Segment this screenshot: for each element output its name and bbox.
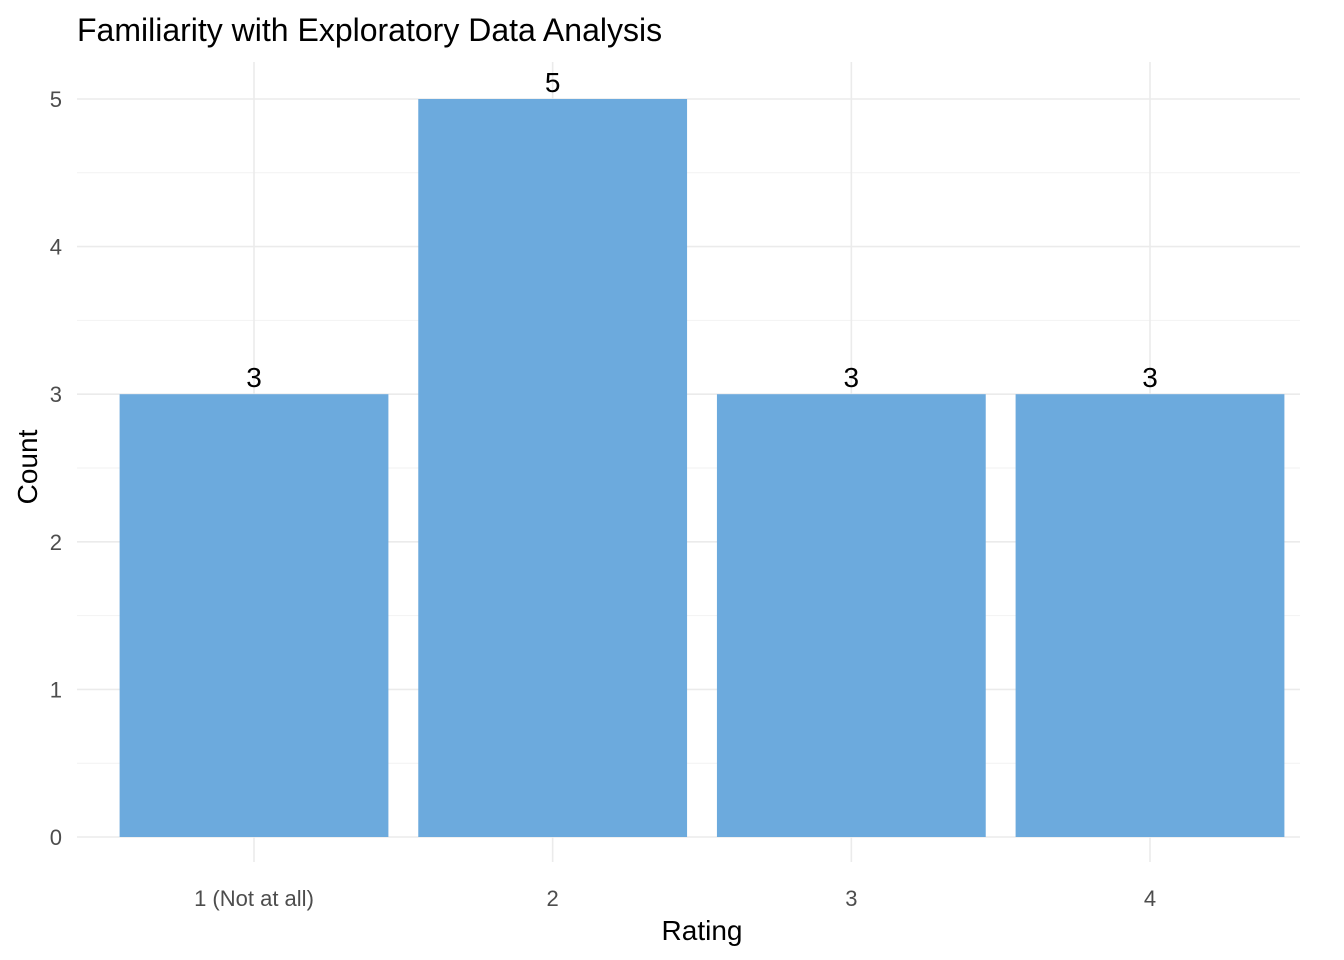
x-tick-label: 1 (Not at all) <box>194 886 314 911</box>
bars <box>119 99 1285 837</box>
bar-value-label: 3 <box>844 362 860 393</box>
x-tick-label: 3 <box>845 886 857 911</box>
x-axis-title: Rating <box>662 915 743 946</box>
bar <box>1015 394 1285 837</box>
chart-title: Familiarity with Exploratory Data Analys… <box>77 12 662 48</box>
bar-value-labels: 3 5 3 3 <box>246 67 1158 393</box>
bar <box>418 99 688 837</box>
bar-value-label: 3 <box>1142 362 1158 393</box>
y-tick-label: 5 <box>50 87 62 112</box>
x-axis-tick-labels: 1 (Not at all) 2 3 4 <box>194 886 1156 911</box>
bar <box>119 394 389 837</box>
bar-value-label: 3 <box>246 362 262 393</box>
y-axis-title: Count <box>12 429 43 504</box>
y-tick-label: 0 <box>50 825 62 850</box>
bar <box>716 394 986 837</box>
y-tick-label: 3 <box>50 382 62 407</box>
y-tick-label: 2 <box>50 530 62 555</box>
y-tick-label: 1 <box>50 677 62 702</box>
x-tick-label: 2 <box>547 886 559 911</box>
y-tick-label: 4 <box>50 235 62 260</box>
x-tick-label: 4 <box>1144 886 1156 911</box>
y-axis-tick-labels: 0 1 2 3 4 5 <box>50 87 62 850</box>
bar-value-label: 5 <box>545 67 561 98</box>
